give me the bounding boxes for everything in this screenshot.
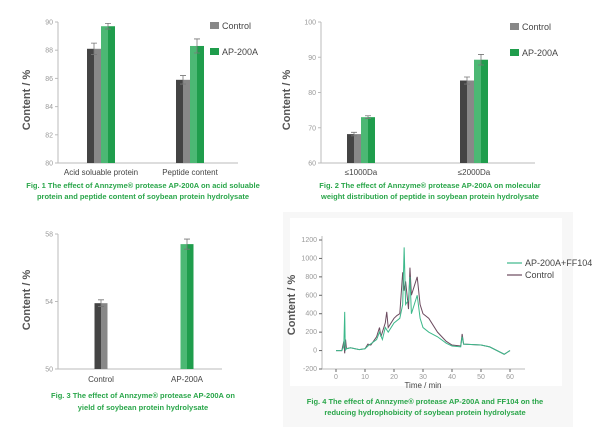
legend-label: Control <box>525 270 554 280</box>
y-tick-label: 400 <box>305 311 317 318</box>
bar-shade <box>94 48 101 163</box>
bar-control <box>176 79 183 163</box>
y-tick-label: 600 <box>305 292 317 299</box>
x-tick-label: 50 <box>477 374 485 381</box>
category-label: AP-200A <box>171 375 204 384</box>
legend-label: Control <box>522 22 551 32</box>
y-tick-label: 200 <box>305 329 317 336</box>
y-tick-label: 0 <box>313 348 317 355</box>
y-tick-label: 80 <box>45 161 53 168</box>
y-tick-label: 82 <box>45 132 53 139</box>
x-tick-label: 20 <box>390 374 398 381</box>
category-label: Control <box>88 375 114 384</box>
error-bar <box>351 131 357 137</box>
bar-shade <box>467 80 474 163</box>
error-bar <box>180 75 186 85</box>
y-axis-label: Content / % <box>281 70 293 131</box>
category-label: Acid soluable protein <box>64 168 138 177</box>
y-tick-label: 1000 <box>301 255 317 262</box>
bar-control <box>460 80 467 163</box>
error-bar <box>105 23 111 30</box>
legend-swatch <box>210 22 219 29</box>
figure-caption: Fig. 4 The effect of Annzyme® protease A… <box>307 397 543 406</box>
figure-caption: weight distribution of peptide in soybea… <box>320 192 539 201</box>
y-tick-label: 1200 <box>301 237 317 244</box>
y-tick-label: 50 <box>45 367 53 374</box>
x-tick-label: 40 <box>448 374 456 381</box>
x-axis-label: Time / min <box>404 381 441 390</box>
legend-swatch <box>510 49 519 56</box>
error-bar <box>91 42 97 55</box>
y-tick-label: 54 <box>45 299 53 306</box>
bar-shade <box>101 303 108 369</box>
error-bar <box>365 115 371 119</box>
y-tick-label: 90 <box>45 20 53 27</box>
fig4-plot-background <box>290 218 562 386</box>
bar-shade <box>481 59 488 163</box>
figure-caption: yield of soybean protein hydrolysate <box>78 403 208 412</box>
legend-label: AP-200A <box>522 48 558 58</box>
bar-control <box>94 303 101 369</box>
y-tick-label: 60 <box>308 161 316 168</box>
y-tick-label: 88 <box>45 48 53 55</box>
figure-caption: protein and peptide content of soybean p… <box>37 192 249 201</box>
y-tick-label: 90 <box>308 55 316 62</box>
legend-label: AP-200A+FF104 <box>525 258 592 268</box>
bar-control <box>87 48 94 163</box>
y-tick-label: 58 <box>45 232 53 239</box>
x-tick-label: 10 <box>361 374 369 381</box>
bar-shade <box>197 45 204 163</box>
x-tick-label: 60 <box>506 374 514 381</box>
axis-lines <box>57 234 222 370</box>
bar-ap-200a <box>101 26 108 164</box>
bar-shade <box>187 244 194 369</box>
y-tick-label: 84 <box>45 104 53 111</box>
axis-lines <box>57 22 238 164</box>
legend-label: AP-200A <box>222 47 258 57</box>
error-bar <box>478 54 484 66</box>
legend-label: Control <box>222 21 251 31</box>
y-tick-label: 70 <box>308 125 316 132</box>
y-axis-label: Content / % <box>286 275 298 336</box>
category-label: Peptide content <box>162 168 218 177</box>
bar-shade <box>183 79 190 163</box>
bar-ap-200a <box>474 59 481 163</box>
category-label: ≤1000Da <box>345 168 378 177</box>
legend-swatch <box>210 48 219 55</box>
bar-ap-200a <box>361 117 368 163</box>
figure-caption: reducing hydrophobicity of soybean prote… <box>324 408 525 417</box>
bar-ap-200a <box>180 244 187 369</box>
y-tick-label: 86 <box>45 76 53 83</box>
y-axis-label: Content / % <box>21 70 33 131</box>
x-tick-label: 0 <box>334 374 338 381</box>
bar-shade <box>354 134 361 163</box>
y-tick-label: 80 <box>308 90 316 97</box>
series-line-ap-200a-ff104 <box>336 247 511 355</box>
error-bar <box>98 299 104 307</box>
y-tick-label: 800 <box>305 274 317 281</box>
category-label: ≤2000Da <box>458 168 491 177</box>
error-bar <box>184 238 190 250</box>
x-tick-label: 30 <box>419 374 427 381</box>
legend-swatch <box>510 23 519 30</box>
bar-ap-200a <box>190 45 197 163</box>
y-tick-label: 100 <box>304 20 316 27</box>
error-bar <box>194 38 200 54</box>
figure-caption: Fig. 3 The effect of Annzyme® protease A… <box>51 391 235 400</box>
error-bar <box>464 76 470 85</box>
y-tick-label: -200 <box>303 366 317 373</box>
bar-shade <box>108 26 115 164</box>
y-axis-label: Content / % <box>21 270 33 331</box>
bar-control <box>347 134 354 163</box>
figure-caption: Fig. 1 The effect of Annzyme® protease A… <box>26 181 260 190</box>
figure-caption: Fig. 2 The effect of Annzyme® protease A… <box>319 181 540 190</box>
bar-shade <box>368 117 375 163</box>
